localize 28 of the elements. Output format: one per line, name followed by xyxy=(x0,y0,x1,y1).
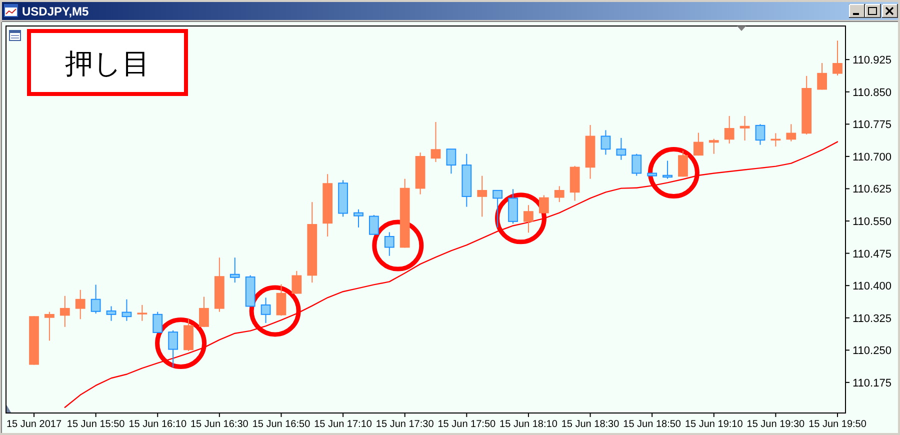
y-tick-label: 110.400 xyxy=(852,280,892,293)
x-tick-label: 15 Jun 16:50 xyxy=(252,419,311,430)
x-tick-label: 15 Jun 17:30 xyxy=(376,419,434,430)
y-tick-label: 110.325 xyxy=(852,312,892,325)
x-tick-label: 15 Jun 17:10 xyxy=(314,419,372,430)
x-tick-label: 15 Jun 16:30 xyxy=(190,419,249,430)
x-tick-label: 15 Jun 18:30 xyxy=(561,419,620,430)
y-tick-label: 110.550 xyxy=(852,216,892,228)
y-tick-label: 110.250 xyxy=(852,345,892,358)
y-tick-label: 110.700 xyxy=(852,151,892,164)
x-tick-label: 15 Jun 19:10 xyxy=(684,419,744,430)
x-tick-label: 15 Jun 19:50 xyxy=(808,419,867,430)
y-tick-label: 110.850 xyxy=(852,86,892,99)
x-tick-label: 15 Jun 2017 xyxy=(6,419,62,430)
y-tick-label: 110.625 xyxy=(852,184,892,196)
y-tick-label: 110.775 xyxy=(852,119,892,132)
x-tick-label: 15 Jun 17:50 xyxy=(438,419,496,430)
y-tick-label: 110.475 xyxy=(852,248,892,260)
x-tick-label: 15 Jun 18:10 xyxy=(500,419,558,430)
y-tick-label: 110.925 xyxy=(852,54,892,67)
y-tick-label: 110.175 xyxy=(852,377,892,390)
line-series xyxy=(64,141,838,408)
annotation: 押し目 xyxy=(65,47,150,80)
x-tick-label: 15 Jun 18:50 xyxy=(623,419,682,430)
chart-title: USDJPY,M5 xyxy=(22,4,90,18)
x-tick-label: 15 Jun 15:50 xyxy=(66,419,126,430)
x-tick-label: 15 Jun 19:30 xyxy=(746,419,806,430)
x-tick-label: 15 Jun 16:10 xyxy=(128,419,187,430)
